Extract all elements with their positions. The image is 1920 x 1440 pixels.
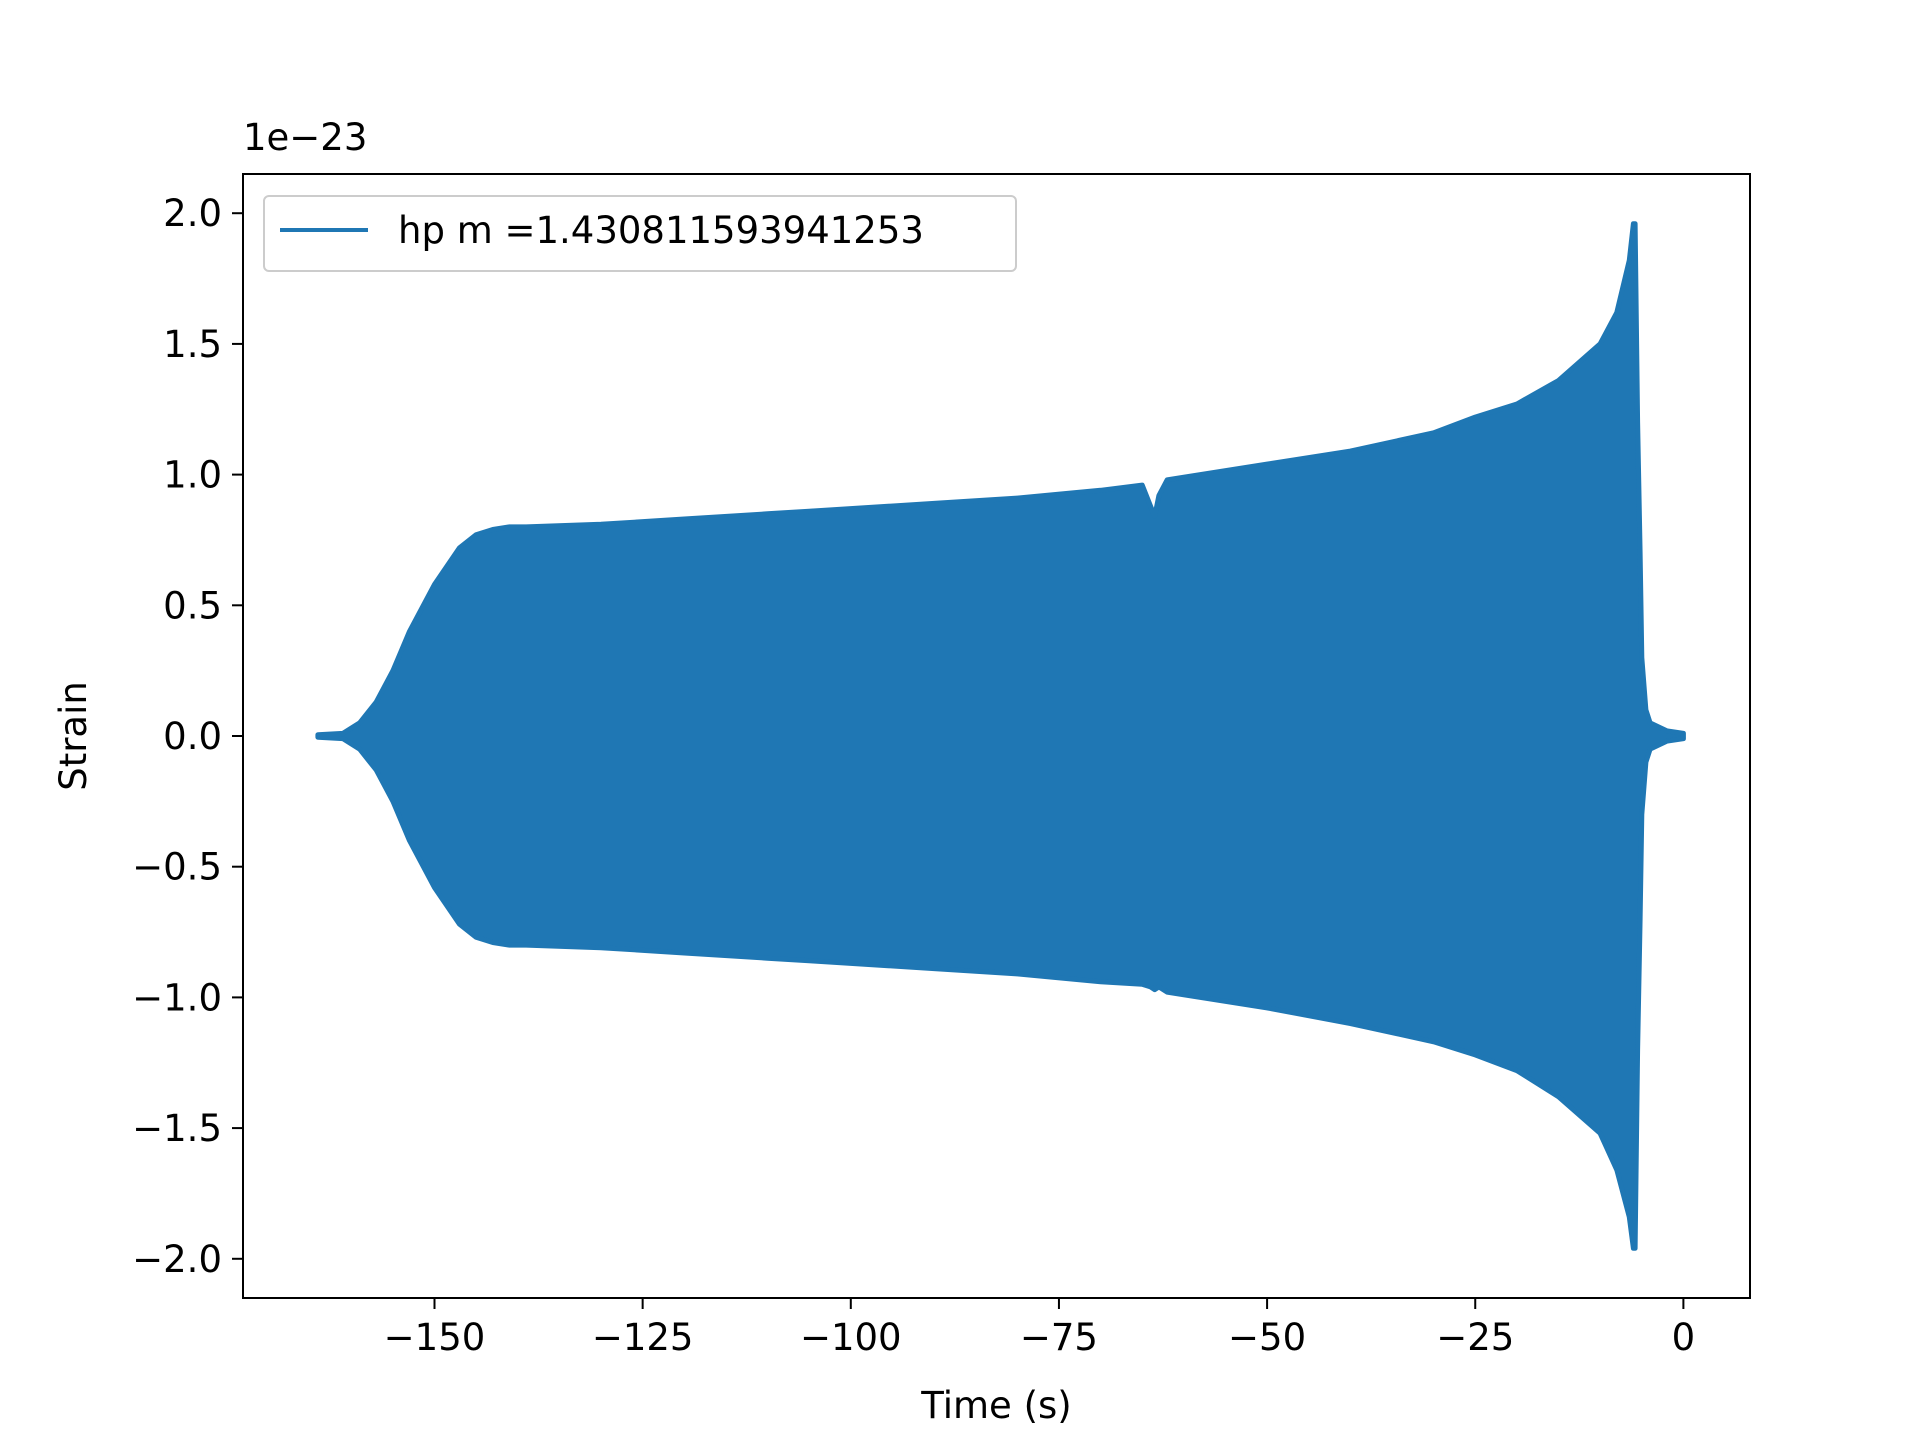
y-tick-label: 2.0 xyxy=(163,192,222,235)
x-axis-ticks: −150 −125 −100 −75 −50 −25 0 xyxy=(384,1298,1695,1359)
x-tick-label: −75 xyxy=(1020,1316,1098,1359)
plot-area xyxy=(315,221,1686,1251)
legend-box xyxy=(263,195,1017,272)
x-axis-label: Time (s) xyxy=(920,1384,1071,1427)
y-tick-label: −1.5 xyxy=(132,1107,222,1150)
x-tick-label: −150 xyxy=(384,1316,486,1359)
x-tick-label: 0 xyxy=(1672,1316,1696,1359)
y-tick-label: −1.0 xyxy=(132,976,222,1019)
y-axis-label: Strain xyxy=(52,681,95,791)
x-tick-label: −125 xyxy=(592,1316,694,1359)
y-offset-label: 1e−23 xyxy=(243,116,367,159)
y-tick-label: −0.5 xyxy=(132,846,222,889)
x-tick-label: −25 xyxy=(1436,1316,1514,1359)
x-tick-label: −50 xyxy=(1228,1316,1306,1359)
y-tick-label: −2.0 xyxy=(132,1238,222,1281)
y-tick-label: 1.0 xyxy=(163,454,222,497)
x-tick-label: −100 xyxy=(800,1316,902,1359)
y-tick-label: 0.0 xyxy=(163,715,222,758)
y-axis-ticks: 2.0 1.5 1.0 0.5 0.0 −0.5 −1.0 −1.5 −2.0 xyxy=(132,192,243,1281)
series-waveform xyxy=(315,221,1686,1251)
axes-frame xyxy=(242,173,1751,1299)
y-tick-label: 1.5 xyxy=(163,323,222,366)
legend-label: hp m =1.430811593941253 xyxy=(398,209,924,252)
y-tick-label: 0.5 xyxy=(163,584,222,627)
legend: hp m =1.430811593941253 xyxy=(263,195,1017,272)
